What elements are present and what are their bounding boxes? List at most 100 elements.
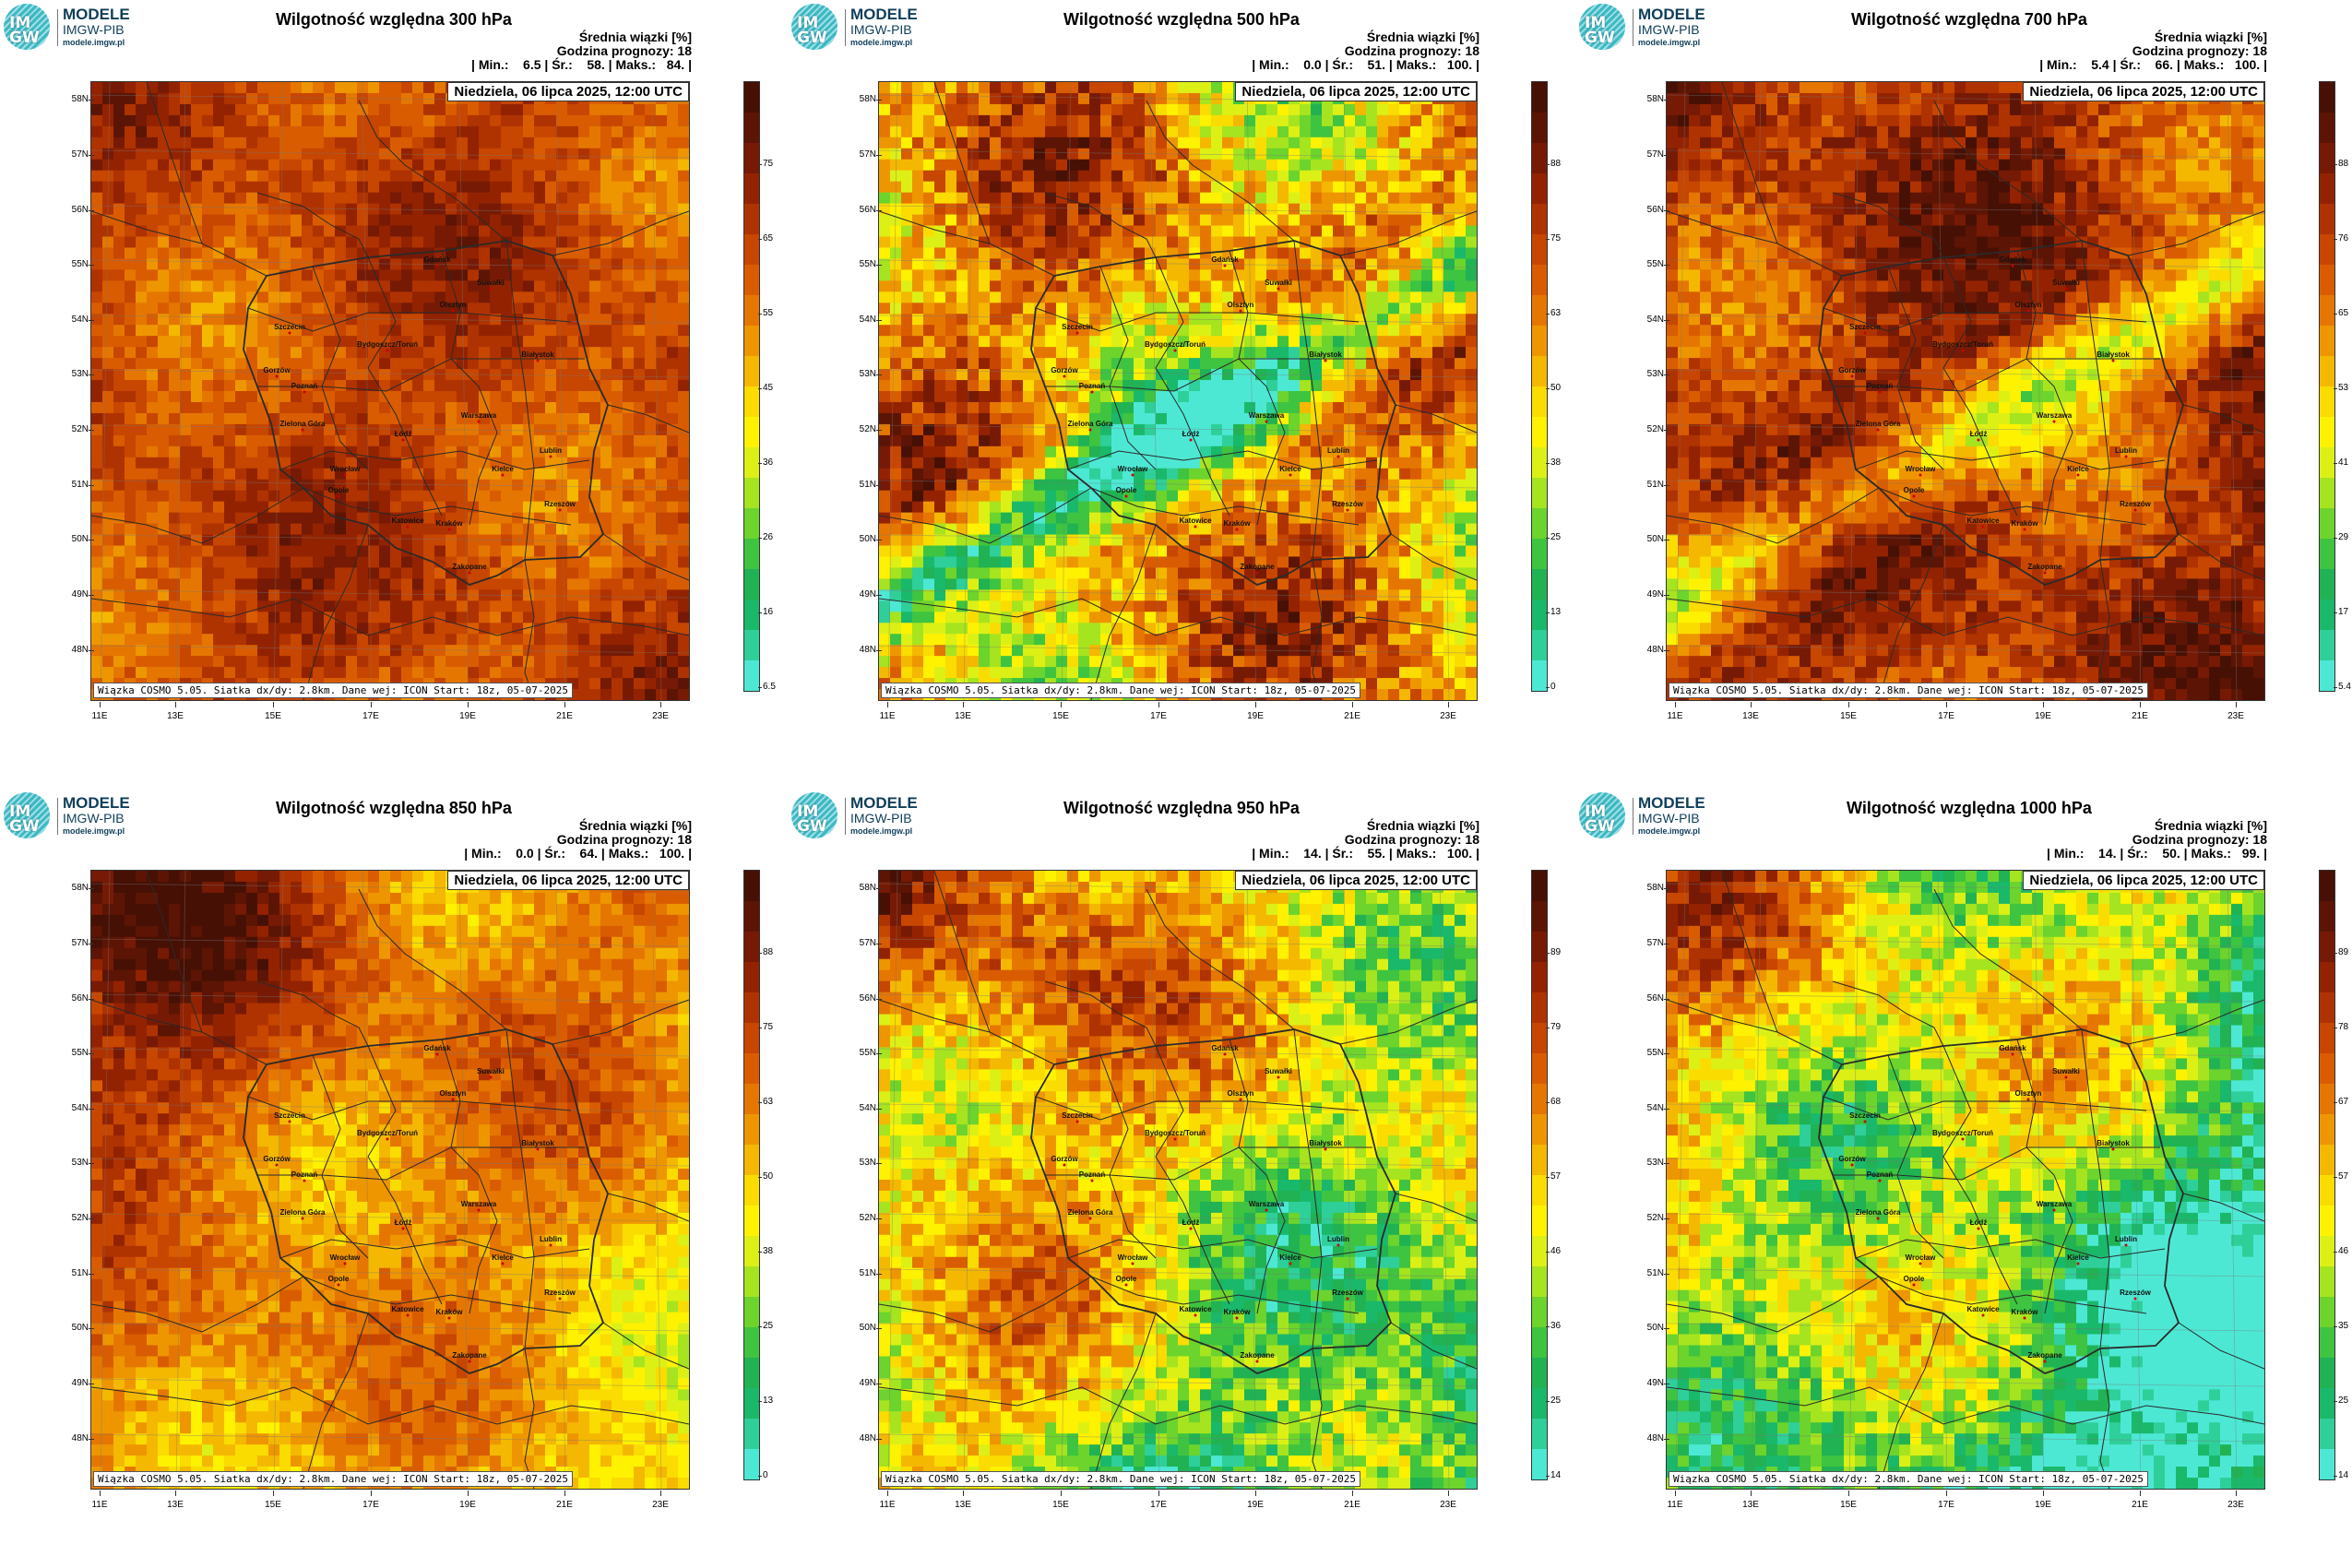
graticule-line [1667,1323,2264,1332]
graticule-line [879,424,1477,434]
longitude-label: 15E [1042,702,1079,721]
logo-name: MODELE [850,6,918,23]
logo-org: IMGW-PIB [1638,811,1700,826]
valid-date: Niedziela, 06 lipca 2025, 12:00 UTC [2023,871,2264,890]
city-label: Bydgoszcz/Toruń [1932,1129,1993,1137]
colorbar-tick-label: 29 [2333,532,2349,542]
city-label: Zielona Góra [280,1208,326,1217]
graticule-line [1667,205,2264,214]
city-marker [288,331,291,335]
city-marker [1878,390,1882,394]
longitude-label: 11E [869,1491,906,1510]
colorbar-step [744,539,759,569]
colorbar-step [1532,1236,1547,1266]
longitude-label: 23E [642,1491,679,1510]
latitude-label: 53N [843,369,882,379]
panel-title: Wilgotność względna 1000 hPa [1847,799,2092,817]
city-label: Zakopane [1240,563,1275,571]
latitude-label: 58N [1631,94,1669,104]
colorbar-tick-label: 35 [2333,1321,2349,1331]
longitude-label: 13E [944,1491,981,1510]
graticule-line [879,149,1477,159]
longitude-label: 11E [869,702,906,721]
city-label: Gorzów [1838,1155,1866,1163]
city-marker [1255,571,1259,575]
city-marker [1265,420,1268,423]
graticule-line [458,82,469,700]
city-marker [1090,390,1094,394]
colorbar-step [2320,1388,2334,1419]
latitude-label: 54N [55,315,94,325]
graticule-line [100,871,111,1489]
colorbar-step [744,871,759,901]
valid-date: Niedziela, 06 lipca 2025, 12:00 UTC [2023,82,2264,101]
region-border [91,598,689,636]
colorbar-step [744,660,759,691]
graticule-line [2034,82,2045,700]
city-label: Gdańsk [1999,255,2026,264]
city-label: Łódź [1182,1218,1200,1227]
colorbar-step [2320,1449,2334,1479]
colorbar-step [744,992,759,1023]
colorbar-step [2320,1114,2334,1145]
city-label: Gdańsk [1211,255,1239,264]
ensemble-mean-label: Średnia wiązki [%] [1366,818,1479,833]
city-label: Opole [1116,1275,1137,1283]
colorbar-step [1532,1206,1547,1236]
forecast-info: Średnia wiązki [%] Godzina prognozy: 18 | … [2047,819,2267,861]
colorbar-step [1532,962,1547,992]
colorbar-tick-label: 13 [757,1396,774,1406]
colorbar-step [2320,326,2334,356]
city-marker [1063,374,1066,378]
city-marker [1289,1262,1292,1265]
graticule-line [1675,82,1686,700]
city-label: Kielce [2067,1253,2089,1262]
city-label: Poznań [1079,382,1106,390]
forecast-hour: Godzina prognozy: 18 [1344,43,1479,58]
city-label: Zakopane [452,563,487,571]
graticule-line [879,259,1477,268]
longitude-label: 15E [1042,1491,1079,1510]
city-marker [1981,525,1985,529]
colorbar-tick-label: 25 [1545,532,1562,542]
latitude-label: 53N [843,1158,882,1168]
city-marker [435,264,439,267]
city-label: Gdańsk [423,1044,451,1052]
colorbar-step [1532,1419,1547,1449]
colorbar-step [744,265,759,295]
city-label: Olsztyn [2015,1089,2042,1098]
city-marker [1063,1163,1066,1167]
graticule-line [879,1323,1477,1332]
latitude-label: 54N [843,315,882,325]
graticule-line [1061,82,1072,700]
city-marker [343,473,347,477]
latitude-label: 49N [843,1378,882,1388]
logo-name: MODELE [63,794,130,812]
city-marker [1850,374,1854,378]
region-border [1045,1146,1372,1181]
city-label: Warszawa [2037,1200,2073,1208]
city-label: Łódź [1182,430,1200,438]
colorbar-tick-label: 5.4 [2334,682,2351,692]
logo-url: modele.imgw.pl [63,38,125,47]
latitude-label: 56N [843,993,882,1004]
graticule-line [91,369,689,378]
city-label: Poznań [1867,382,1894,390]
colorbar-step [744,1419,759,1449]
region-border [256,192,369,258]
city-marker [468,571,471,575]
region-border [1146,100,1295,242]
city-marker [501,473,505,477]
colorbar-tick-label: 41 [2333,457,2349,468]
city-marker [1255,1360,1259,1363]
region-border [303,1276,572,1314]
city-marker [1075,1120,1079,1123]
logo-mark-text: IM GW [9,14,40,47]
city-marker [435,1052,439,1056]
city-label: Szczecin [1062,1111,1093,1120]
city-marker [1918,1262,1922,1265]
colorbar [743,870,760,1480]
colorbar-step [1532,82,1547,113]
colorbar-step [1532,1023,1547,1053]
graticule-line [1667,1268,2264,1277]
